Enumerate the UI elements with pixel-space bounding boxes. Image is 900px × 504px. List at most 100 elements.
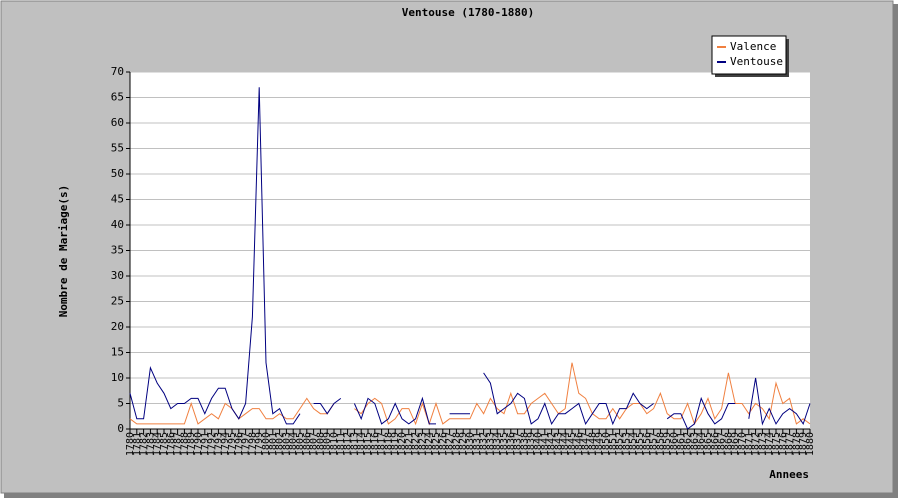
x-tick-label: 1793 xyxy=(213,432,224,456)
x-tick-label: 1877 xyxy=(785,432,796,456)
x-tick-label: 1825 xyxy=(431,432,442,456)
x-tick-label: 1867 xyxy=(717,432,728,456)
x-tick-label: 1879 xyxy=(798,432,809,456)
x-tick-label: 1805 xyxy=(295,432,306,456)
x-tick-label: 1857 xyxy=(649,432,660,456)
x-tick-label: 1800 xyxy=(261,432,272,456)
y-tick-label: 0 xyxy=(117,422,124,435)
x-tick-label: 1818 xyxy=(383,432,394,456)
y-tick-label: 45 xyxy=(111,193,124,206)
x-tick-label: 1792 xyxy=(207,432,218,456)
x-tick-label: 1786 xyxy=(166,432,177,456)
x-tick-label: 1802 xyxy=(275,432,286,456)
y-tick-label: 65 xyxy=(111,91,124,104)
y-tick-label: 60 xyxy=(111,116,124,129)
x-tick-label: 1859 xyxy=(662,432,673,456)
x-tick-label: 1851 xyxy=(608,432,619,456)
y-tick-label: 70 xyxy=(111,65,124,78)
y-tick-label: 50 xyxy=(111,167,124,180)
x-tick-label: 1791 xyxy=(200,432,211,456)
x-tick-label: 1782 xyxy=(139,432,150,456)
x-tick-label: 1843 xyxy=(553,432,564,456)
x-tick-label: 1866 xyxy=(710,432,721,456)
y-tick-label: 35 xyxy=(111,244,124,257)
x-tick-label: 1827 xyxy=(445,432,456,456)
x-tick-label: 1858 xyxy=(655,432,666,456)
x-tick-label: 1797 xyxy=(241,432,252,456)
x-tick-label: 1852 xyxy=(615,432,626,456)
x-tick-label: 1780 xyxy=(125,432,136,456)
x-tick-label: 1841 xyxy=(540,432,551,456)
x-tick-label: 1874 xyxy=(764,432,775,456)
x-tick-label: 1865 xyxy=(703,432,714,456)
x-tick-label: 1809 xyxy=(322,432,333,456)
x-tick-label: 1848 xyxy=(587,432,598,456)
x-tick-label: 1880 xyxy=(805,432,816,456)
x-tick-label: 1789 xyxy=(186,432,197,456)
x-tick-label: 1822 xyxy=(411,432,422,456)
x-tick-label: 1861 xyxy=(676,432,687,456)
y-tick-label: 15 xyxy=(111,346,124,359)
series-line xyxy=(354,362,811,426)
x-tick-label: 1788 xyxy=(179,432,190,456)
x-tick-label: 1839 xyxy=(526,432,537,456)
x-tick-label: 1823 xyxy=(417,432,428,456)
series-line xyxy=(666,396,736,430)
x-tick-label: 1838 xyxy=(519,432,530,456)
legend-label: Valence xyxy=(730,40,776,53)
x-tick-label: 1856 xyxy=(642,432,653,456)
x-tick-label: 1854 xyxy=(628,432,639,456)
x-tick-label: 1850 xyxy=(601,432,612,456)
x-tick-label: 1834 xyxy=(492,432,503,456)
x-tick-label: 1842 xyxy=(547,432,558,456)
x-tick-label: 1795 xyxy=(227,432,238,456)
x-tick-label: 1872 xyxy=(751,432,762,456)
x-tick-label: 1873 xyxy=(757,432,768,456)
x-tick-label: 1814 xyxy=(356,432,367,456)
series-line xyxy=(748,377,811,426)
x-tick-label: 1868 xyxy=(723,432,734,456)
x-tick-label: 1878 xyxy=(791,432,802,456)
x-tick-label: 1876 xyxy=(778,432,789,456)
x-axis-label: Annees xyxy=(769,468,809,481)
x-tick-label: 1870 xyxy=(737,432,748,456)
x-tick-label: 1796 xyxy=(234,432,245,456)
x-tick-label: 1836 xyxy=(506,432,517,456)
y-axis-label: Nombre de Mariage(s) xyxy=(57,185,70,317)
x-tick-label: 1781 xyxy=(132,432,143,456)
y-tick-label: 55 xyxy=(111,142,124,155)
x-tick-label: 1813 xyxy=(349,432,360,456)
x-tick-label: 1803 xyxy=(281,432,292,456)
y-tick-label: 10 xyxy=(111,371,124,384)
y-tick-label: 20 xyxy=(111,320,124,333)
x-tick-label: 1840 xyxy=(533,432,544,456)
x-tick-label: 1832 xyxy=(479,432,490,456)
x-tick-label: 1804 xyxy=(288,432,299,456)
x-tick-label: 1790 xyxy=(193,432,204,456)
x-tick-label: 1863 xyxy=(689,432,700,456)
x-tick-label: 1829 xyxy=(458,432,469,456)
y-tick-label: 5 xyxy=(117,397,124,410)
x-tick-label: 1830 xyxy=(465,432,476,456)
x-tick-label: 1785 xyxy=(159,432,170,456)
x-tick-label: 1871 xyxy=(744,432,755,456)
x-tick-label: 1794 xyxy=(220,432,231,456)
series-line xyxy=(313,398,342,415)
x-tick-label: 1783 xyxy=(145,432,156,456)
x-tick-label: 1833 xyxy=(485,432,496,456)
x-tick-label: 1849 xyxy=(594,432,605,456)
series-line xyxy=(483,372,654,426)
x-tick-label: 1812 xyxy=(343,432,354,456)
x-tick-label: 1831 xyxy=(472,432,483,456)
y-tick-label: 40 xyxy=(111,218,124,231)
x-tick-label: 1801 xyxy=(268,432,279,456)
x-tick-label: 1860 xyxy=(669,432,680,456)
x-tick-label: 1784 xyxy=(152,432,163,456)
x-tick-label: 1862 xyxy=(683,432,694,456)
legend-label: Ventouse xyxy=(730,55,783,68)
x-tick-label: 1826 xyxy=(438,432,449,456)
x-tick-label: 1811 xyxy=(336,432,347,456)
x-tick-label: 1846 xyxy=(574,432,585,456)
x-tick-label: 1821 xyxy=(404,432,415,456)
